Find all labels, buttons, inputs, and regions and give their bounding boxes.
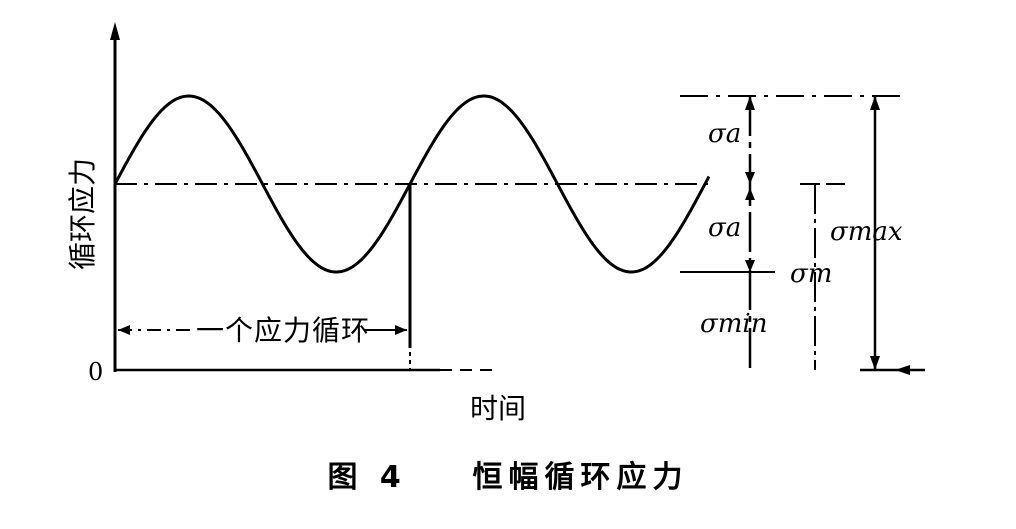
- sigma-a-top-label: σa: [708, 119, 741, 149]
- cycle-arrowhead-right: [395, 325, 407, 335]
- sigma-min-label: σmin: [700, 309, 767, 339]
- sigma-a-arrow-mid-down: [745, 188, 755, 200]
- x-axis-label: 时间: [470, 392, 526, 425]
- y-axis-arrow: [110, 22, 120, 40]
- sigma-a-arrow-mid-up: [745, 172, 755, 184]
- origin-label: 0: [88, 358, 103, 386]
- sigma-max-arrow-bottom: [870, 356, 880, 370]
- cycle-label: 一个应力循环: [196, 314, 370, 347]
- caption-number: 图 4: [327, 460, 407, 495]
- sigma-m-label: σm: [790, 259, 832, 289]
- sigma-max-arrow-top: [870, 96, 880, 110]
- sigma-a-bottom-label: σa: [708, 213, 741, 243]
- sigma-a-arrow-top: [745, 96, 755, 110]
- sigma-max-label: σmax: [830, 217, 903, 247]
- stress-wave-curve: [113, 94, 711, 274]
- figure-caption: 图 4 恒幅循环应力: [0, 452, 1016, 496]
- constant-amplitude-stress-diagram: 循环应力 0 时间 一个应力循环 σa σa σmin σm σmax: [66, 22, 925, 425]
- caption-title: 恒幅循环应力: [472, 460, 689, 495]
- zero-ref-arrow: [895, 365, 910, 375]
- sigma-a-arrow-bottom: [745, 260, 755, 272]
- y-axis-label: 循环应力: [66, 158, 99, 270]
- cycle-arrowhead-left: [118, 325, 130, 335]
